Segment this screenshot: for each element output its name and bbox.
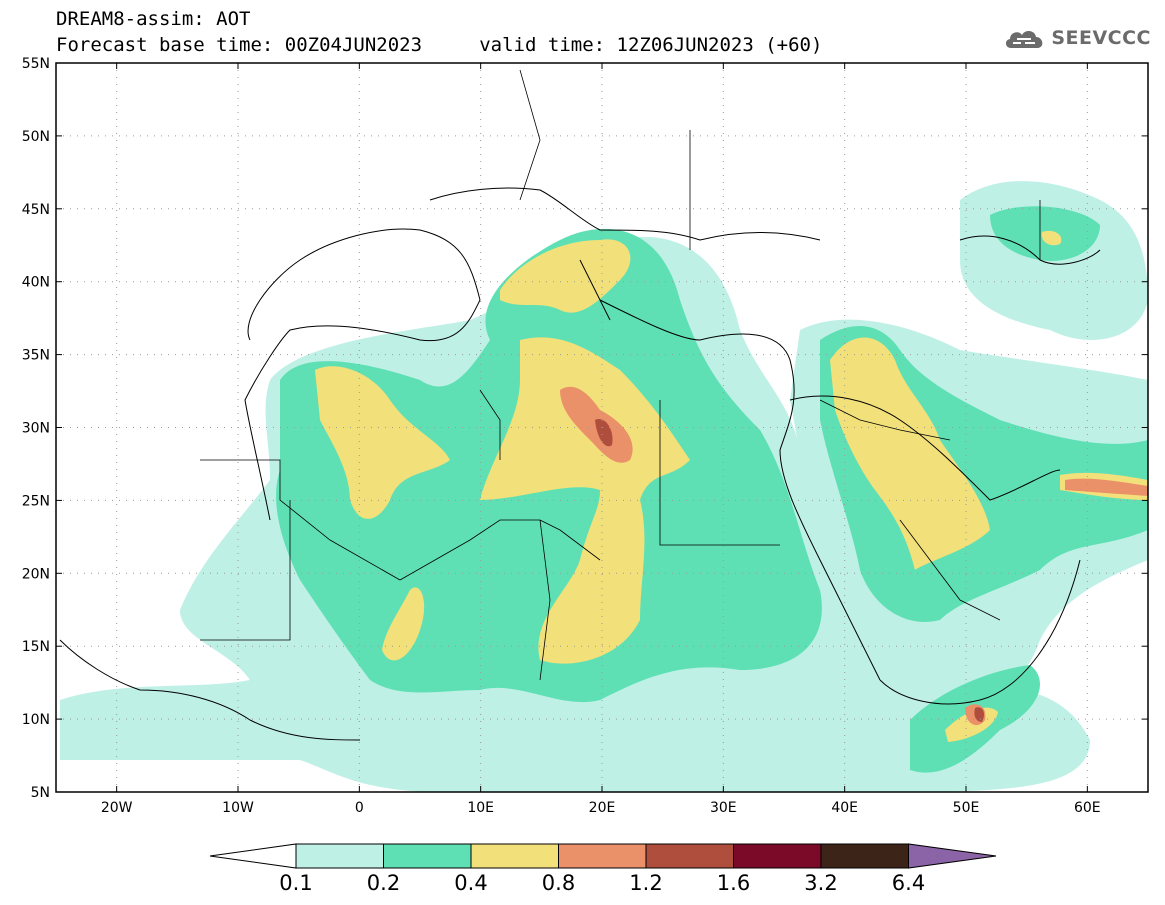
aot-band-04-caspian — [1041, 230, 1062, 246]
colorbar-segment — [295, 843, 384, 869]
colorbar-segment — [558, 843, 647, 869]
lon-tick-label: 0 — [355, 800, 364, 816]
lon-tick-label: 40E — [831, 800, 858, 816]
colorbar-segment — [820, 843, 909, 869]
colorbar-label: 0.4 — [454, 871, 487, 895]
colorbar-segment — [470, 843, 559, 869]
aot-band-12-libya — [595, 419, 613, 447]
lon-tick-label: 30E — [710, 800, 737, 816]
country-borders — [200, 69, 1041, 681]
lat-tick-label: 50N — [22, 129, 50, 145]
lat-tick-label: 40N — [22, 275, 50, 291]
colorbar-label: 6.4 — [892, 871, 925, 895]
colorbar-label: 0.8 — [542, 871, 575, 895]
lon-tick-label: 20W — [101, 800, 133, 816]
colorbar: 0.1 0.2 0.4 0.8 1.2 1.6 3.2 6.4 — [209, 843, 997, 895]
lat-tick-label: 35N — [22, 348, 50, 364]
axis-ticks: 55N 50N 45N 40N 35N 30N 25N 20N 15N 10N 5N 20W 10W 0 1… — [22, 56, 1148, 816]
aot-band-12-aden — [974, 707, 985, 722]
aot-band-04-libya — [480, 337, 690, 664]
lon-tick-label: 10E — [467, 800, 494, 816]
colorbar-segment — [733, 843, 822, 869]
colorbar-arrow-low — [209, 843, 297, 869]
colorbar-arrow-high — [908, 843, 997, 869]
map-gridlines — [56, 63, 1148, 792]
lat-tick-label: 25N — [22, 493, 50, 509]
aot-field — [60, 181, 1148, 792]
lat-tick-label: 20N — [22, 566, 50, 582]
lat-tick-label: 10N — [22, 712, 50, 728]
lat-tick-label: 5N — [31, 785, 50, 801]
aot-band-04-algeria — [315, 366, 450, 519]
colorbar-segment — [645, 843, 734, 869]
forecast-time-line: Forecast base time: 00Z04JUN2023 valid t… — [56, 34, 823, 56]
lat-tick-label: 45N — [22, 202, 50, 218]
aot-band-04-niger — [382, 587, 425, 661]
lon-tick-label: 60E — [1074, 800, 1101, 816]
aot-band-08-iran — [1065, 478, 1148, 496]
colorbar-label: 0.1 — [279, 871, 312, 895]
lon-tick-label: 50E — [953, 800, 980, 816]
colorbar-label: 1.2 — [629, 871, 662, 895]
colorbar-label: 1.6 — [717, 871, 750, 895]
lat-tick-label: 30N — [22, 421, 50, 437]
colorbar-label: 0.2 — [367, 871, 400, 895]
lat-tick-label: 55N — [22, 56, 50, 72]
cloud-icon — [1006, 31, 1043, 48]
lat-tick-label: 15N — [22, 639, 50, 655]
colorbar-segment — [383, 843, 472, 869]
aot-band-04-italy — [500, 239, 631, 313]
lon-tick-label: 10W — [222, 800, 254, 816]
aot-band-04-arabia — [830, 337, 990, 570]
colorbar-label: 3.2 — [804, 871, 837, 895]
logo-text: SEEVCCC — [1051, 27, 1151, 49]
lon-tick-label: 20E — [589, 800, 616, 816]
seevccc-logo: SEEVCCC — [1003, 26, 1151, 50]
map-title: DREAM8-assim: AOT — [56, 8, 251, 30]
